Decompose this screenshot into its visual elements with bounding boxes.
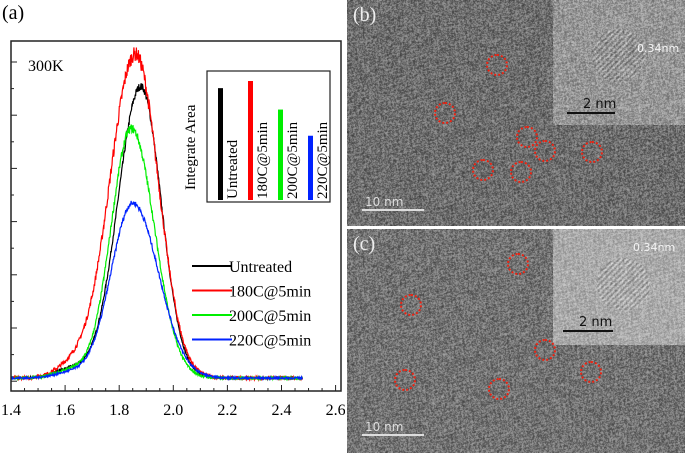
inset-bar <box>308 135 313 200</box>
inset-bar <box>248 81 253 200</box>
nanoparticle-marker-circle <box>400 294 422 316</box>
inset-scale-bar: 2 nm <box>567 97 616 114</box>
series-line-3 <box>10 200 303 382</box>
panel-label-a: (a) <box>2 2 25 24</box>
nanoparticle-marker-circle <box>534 140 556 162</box>
tem-image-c: (c) 0.34nm 2 nm 10 nm <box>347 229 685 453</box>
pl-spectrum-chart: 1.4 1.6 1.8 2.0 2.2 2.4 2.6 300K Untreated 180C@5… <box>1 40 345 419</box>
scale-bar: 10 nm <box>362 420 424 436</box>
lattice-spacing-label: 0.34nm <box>637 42 680 55</box>
nanoparticle-marker-circle <box>434 102 456 124</box>
x-tick-label: 2.4 <box>271 402 291 419</box>
hrtem-inset-c: 0.34nm 2 nm <box>553 229 685 345</box>
inset-scale-bar: 2 nm <box>563 315 613 332</box>
inset-texture <box>553 0 685 125</box>
inset-texture <box>553 229 685 345</box>
inset-bar <box>218 88 223 200</box>
plot-frame <box>10 40 342 392</box>
inset-bar-label: 200C@5min <box>285 121 301 199</box>
panel-label-c: (c) <box>353 233 376 255</box>
legend-label: Untreated <box>229 259 292 276</box>
inset-bar <box>278 109 283 200</box>
nanoparticle-marker-circle <box>507 253 529 275</box>
panel-label-b: (b) <box>353 4 377 26</box>
nanoparticle-marker-circle <box>394 369 416 391</box>
nanoparticle-marker-circle <box>486 54 508 76</box>
nanoparticle-marker-circle <box>510 161 532 183</box>
x-tick-label: 1.8 <box>109 402 129 419</box>
nanoparticle-marker-circle <box>534 339 556 361</box>
temperature-annotation: 300K <box>28 58 64 75</box>
x-tick-label: 2.0 <box>163 402 183 419</box>
tem-image-b: (b) 0.34nm 2 nm 10 nm <box>347 0 685 226</box>
x-tick-label: 1.6 <box>55 402 75 419</box>
legend-label: 180C@5min <box>229 284 311 301</box>
nanoparticle-marker-circle <box>580 361 602 383</box>
x-tick-label: 2.2 <box>217 402 237 419</box>
lattice-spacing-label: 0.34nm <box>633 241 676 254</box>
nanoparticle-marker-circle <box>516 126 538 148</box>
legend-label: 220C@5min <box>229 333 311 350</box>
inset-bar-label: 220C@5min <box>315 121 331 199</box>
x-tick-label: 2.6 <box>326 402 345 419</box>
scale-bar: 10 nm <box>362 195 424 211</box>
nanoparticle-marker-circle <box>581 141 603 163</box>
nanoparticle-marker-circle <box>472 159 494 181</box>
x-tick-label: 1.4 <box>1 402 21 419</box>
legend-label: 200C@5min <box>229 308 311 325</box>
inset-bar-label: Untreated <box>225 139 241 199</box>
inset-ylabel: Integrate Area <box>183 104 199 190</box>
inset-bar-label: 180C@5min <box>255 121 271 199</box>
nanoparticle-marker-circle <box>488 378 510 400</box>
hrtem-inset-b: 0.34nm 2 nm <box>553 0 685 125</box>
